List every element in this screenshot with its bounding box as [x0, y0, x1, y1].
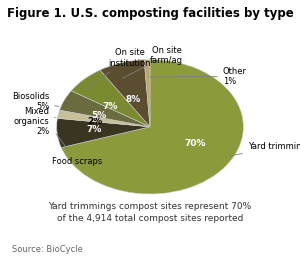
Wedge shape: [60, 91, 150, 127]
Text: Food scraps: Food scraps: [52, 134, 102, 166]
Text: On site
institution: On site institution: [84, 48, 151, 90]
Text: Other
1%: Other 1%: [150, 67, 247, 86]
Text: Biosolids
5%: Biosolids 5%: [12, 92, 59, 111]
Wedge shape: [71, 70, 150, 127]
Text: Yard trimmings compost sites represent 70%
of the 4,914 total compost sites repo: Yard trimmings compost sites represent 7…: [48, 202, 252, 223]
Text: On site
farm/ag: On site farm/ag: [123, 46, 183, 78]
Text: 8%: 8%: [125, 95, 140, 104]
Wedge shape: [144, 60, 150, 127]
Text: 7%: 7%: [103, 102, 118, 111]
Wedge shape: [61, 60, 243, 194]
Text: Yard trimmings: Yard trimmings: [230, 143, 300, 156]
Text: 5%: 5%: [91, 111, 106, 120]
Wedge shape: [57, 110, 150, 127]
Text: Mixed
organics
2%: Mixed organics 2%: [14, 106, 56, 136]
Text: Figure 1. U.S. composting facilities by type: Figure 1. U.S. composting facilities by …: [7, 7, 293, 20]
Wedge shape: [100, 60, 150, 127]
Text: 70%: 70%: [184, 139, 206, 148]
Wedge shape: [57, 118, 150, 147]
Text: 7%: 7%: [87, 125, 102, 134]
Text: 2%: 2%: [87, 117, 103, 126]
Text: Source: BioCycle: Source: BioCycle: [12, 246, 83, 254]
